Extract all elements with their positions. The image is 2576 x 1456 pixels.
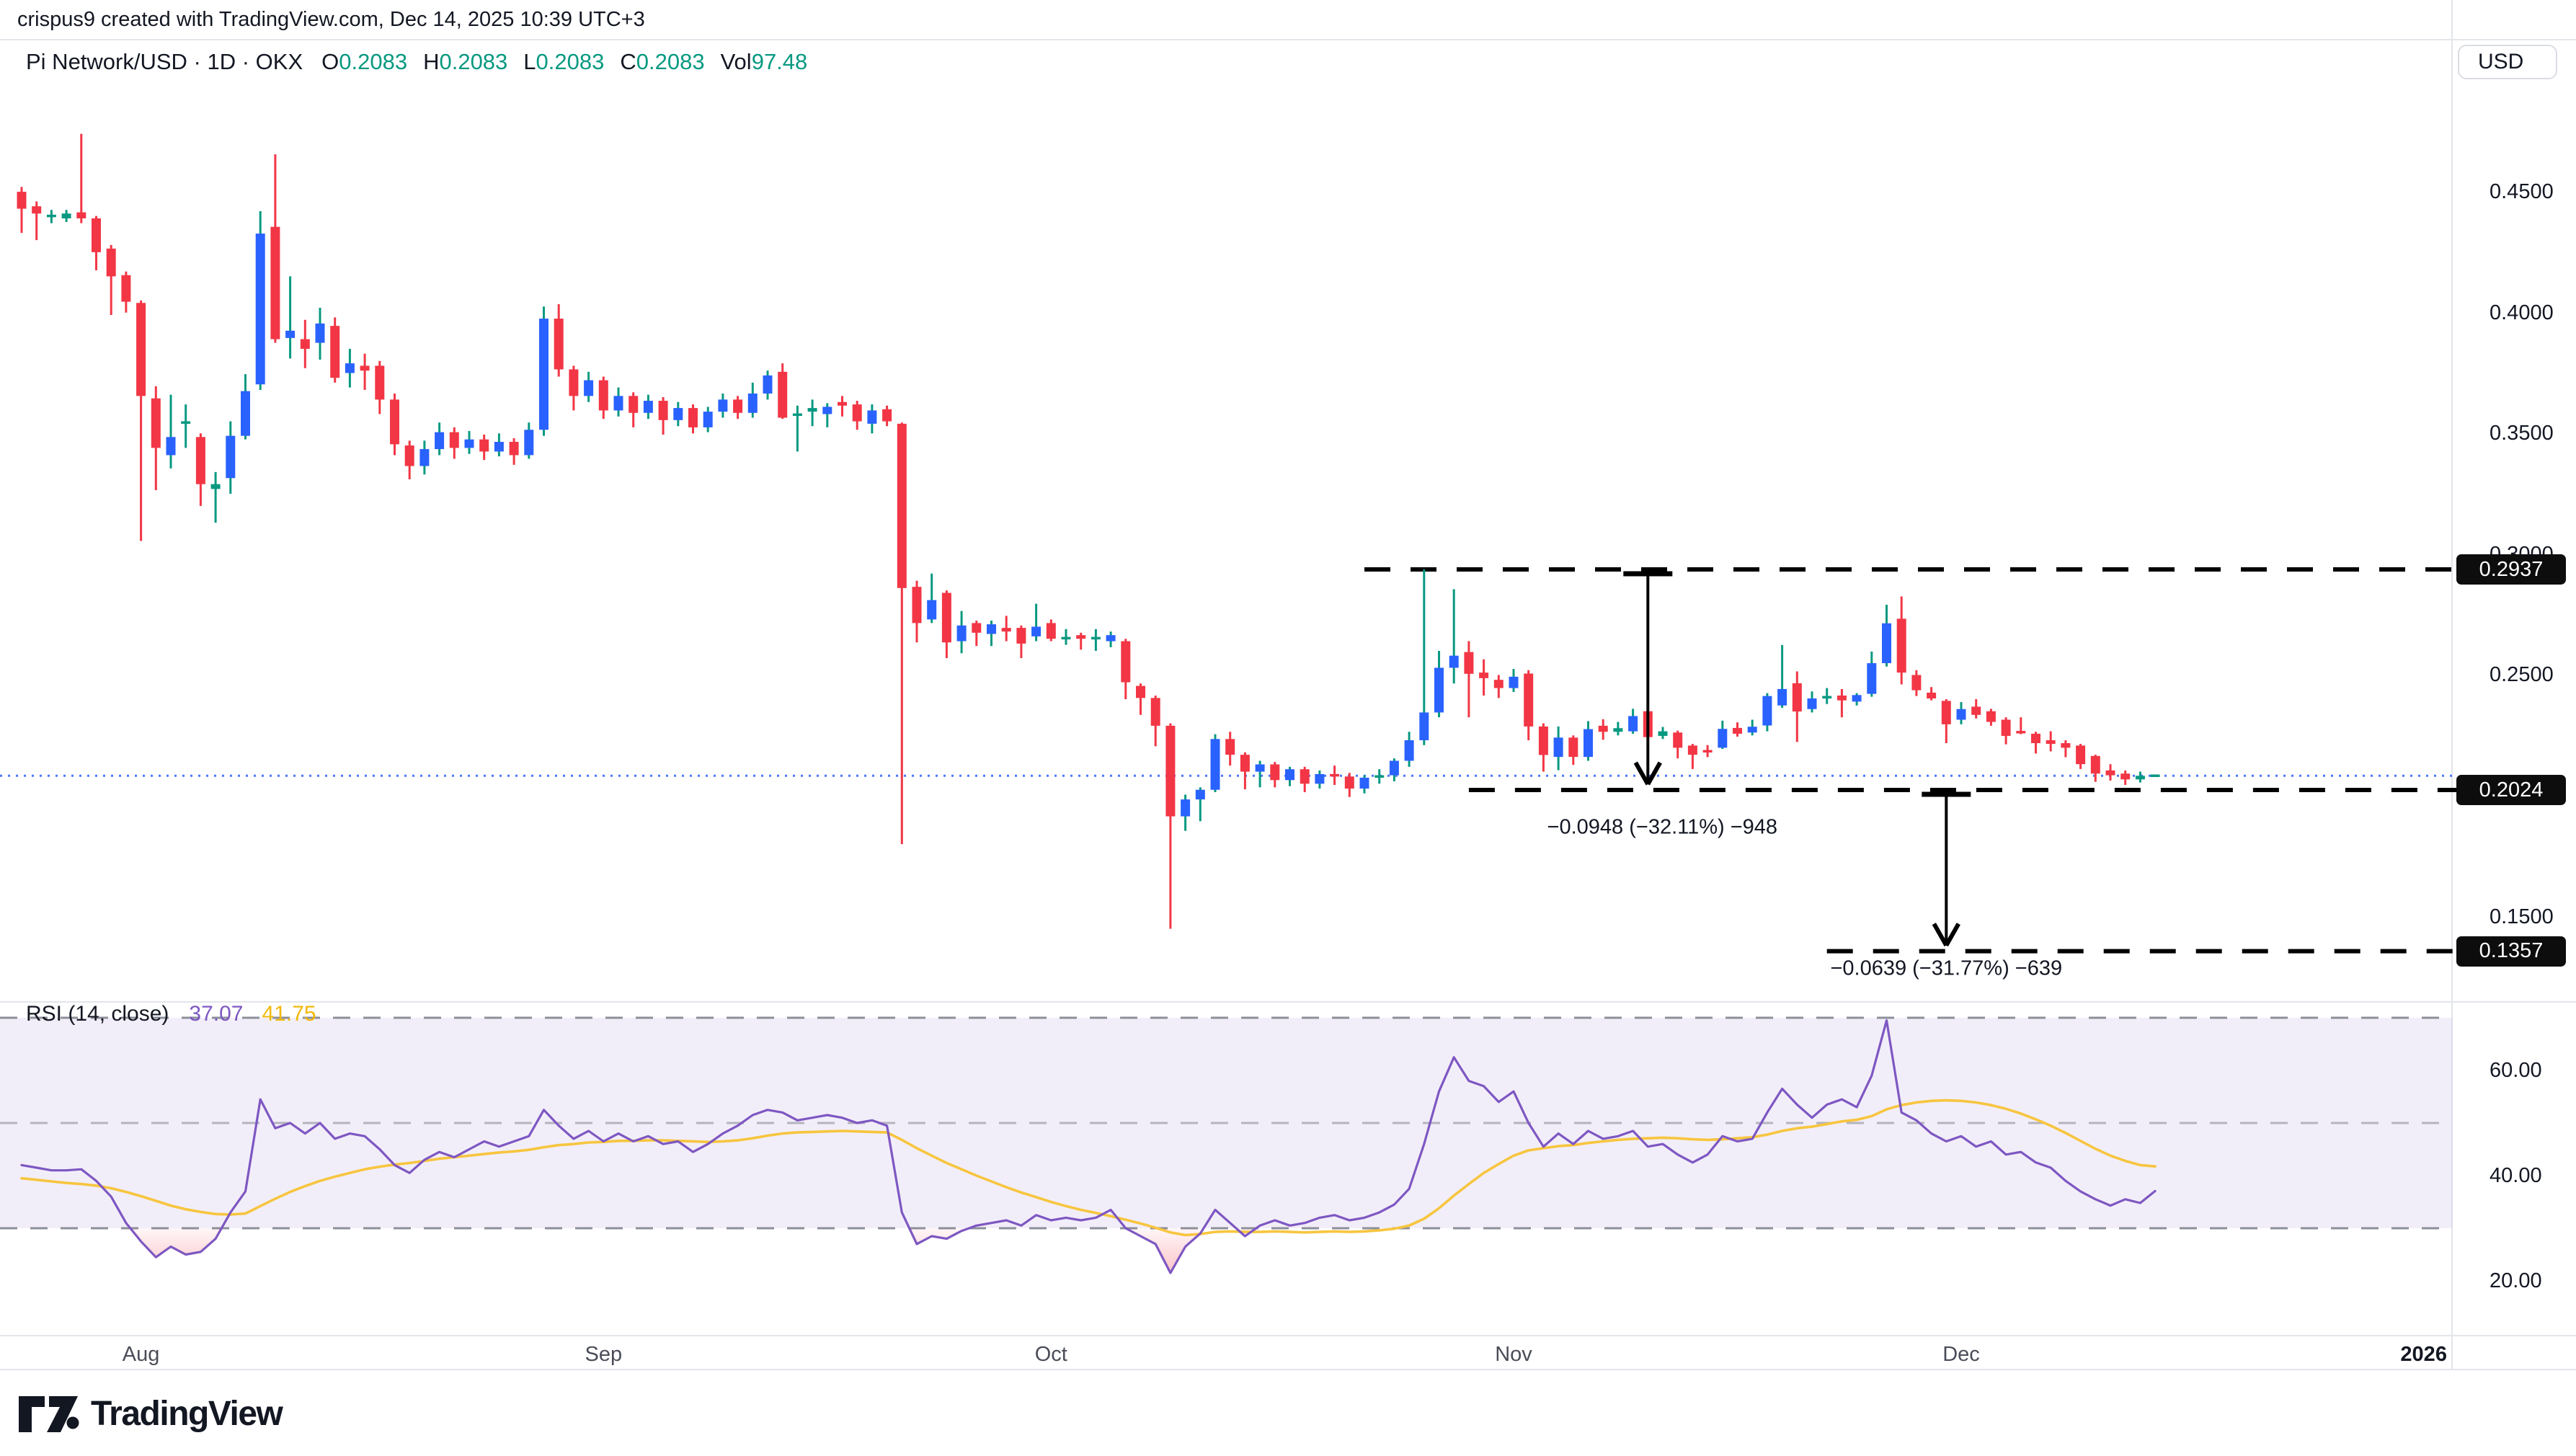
time-tick-nov: Nov (1495, 1343, 1532, 1366)
rsi-legend-title: RSI (14, close) (26, 1002, 169, 1026)
symbol-legend: Pi Network/USD · 1D · OKX O0.2083 H0.208… (26, 49, 823, 75)
measure-label-1: −0.0948 (−32.11%) −948 (1547, 815, 1778, 839)
time-tick-aug: Aug (122, 1343, 160, 1366)
price-chip-support: 0.2024 (2456, 775, 2566, 806)
price-tick: 0.1500 (2490, 905, 2554, 928)
header-credit: crispus9 created with TradingView.com, D… (17, 8, 645, 31)
rsi-legend: RSI (14, close) 37.07 41.75 (26, 1002, 316, 1026)
legend-volume: Vol97.48 (720, 49, 808, 74)
rsi-tick: 20.00 (2490, 1269, 2542, 1292)
time-tick-2026: 2026 (2400, 1343, 2447, 1366)
tradingview-logo-icon (19, 1395, 79, 1432)
legend-open: O0.2083 (321, 49, 408, 74)
rsi-value: 37.07 (189, 1002, 244, 1026)
price-chip-resistance: 0.2937 (2456, 554, 2566, 585)
rsi-ma-value: 41.75 (262, 1002, 316, 1026)
price-tick: 0.4500 (2490, 180, 2554, 204)
time-tick-dec: Dec (1942, 1343, 1980, 1366)
price-chip-target: 0.1357 (2456, 936, 2566, 967)
tradingview-logo[interactable]: TradingView (19, 1394, 283, 1434)
time-tick-oct: Oct (1034, 1343, 1067, 1366)
tradingview-wordmark: TradingView (91, 1395, 283, 1433)
rsi-tick: 40.00 (2490, 1164, 2542, 1187)
rsi-tick: 60.00 (2490, 1059, 2542, 1082)
price-tick: 0.2500 (2490, 663, 2554, 687)
currency-button[interactable]: USD (2458, 45, 2557, 79)
measure-label-2: −0.0639 (−31.77%) −639 (1830, 956, 2063, 980)
legend-close: C0.2083 (620, 49, 705, 74)
legend-low: L0.2083 (523, 49, 605, 74)
legend-high: H0.2083 (423, 49, 508, 74)
time-tick-sep: Sep (585, 1343, 623, 1366)
price-tick: 0.3500 (2490, 422, 2554, 445)
price-tick: 0.4000 (2490, 301, 2554, 324)
symbol-title: Pi Network/USD · 1D · OKX (26, 49, 303, 74)
